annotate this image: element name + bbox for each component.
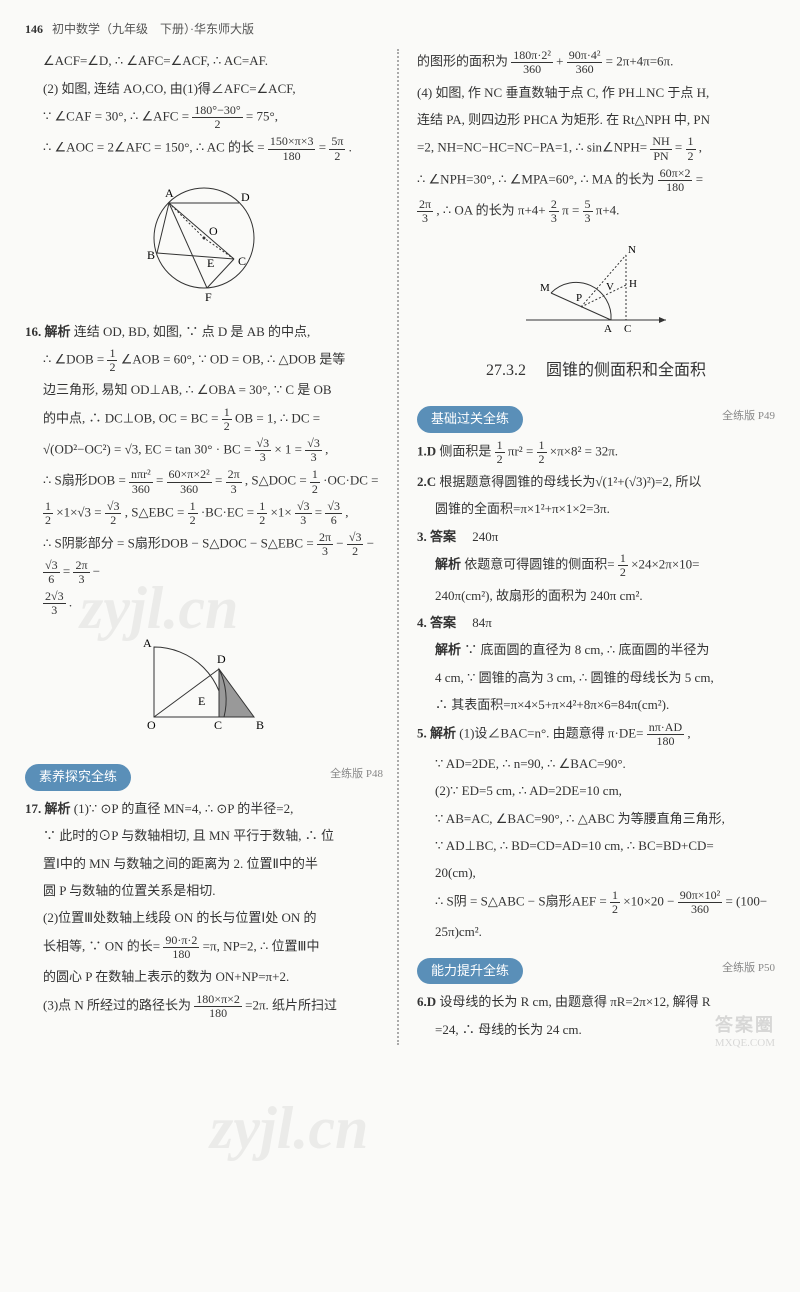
svg-text:A: A xyxy=(604,323,612,335)
problem-2: 2.C 根据题意得圆锥的母线长为√(1²+(√3)²)=2, 所以 xyxy=(417,470,775,493)
text-line: 的图形的面积为 180π·2²360 + 90π·4²360 = 2π+4π=6… xyxy=(417,49,775,76)
text-line: 的圆心 P 在数轴上表示的数为 ON+NP=π+2. xyxy=(25,965,383,988)
section-heading: 27.3.2 圆锥的侧面积和全面积 xyxy=(417,358,775,384)
text-line: 4 cm, ∵ 圆锥的高为 3 cm, ∴ 圆锥的母线长为 5 cm, xyxy=(417,666,775,689)
svg-text:C: C xyxy=(214,718,222,732)
watermark: zyjl.cn xyxy=(210,1080,368,1176)
svg-text:H: H xyxy=(629,278,637,290)
svg-text:B: B xyxy=(147,248,155,262)
svg-text:A: A xyxy=(143,636,152,650)
section-pill: 基础过关全练 xyxy=(417,406,523,433)
page-title: 初中数学（九年级 下册）·华东师大版 xyxy=(52,22,254,36)
svg-text:F: F xyxy=(205,290,212,303)
svg-text:E: E xyxy=(198,694,205,708)
svg-text:N: N xyxy=(628,244,636,256)
text-line: ∴ S扇形DOB = nπr²360 = 60×π×2²360 = 2π3 , … xyxy=(25,468,383,495)
text-line: 2√33 . xyxy=(25,590,383,617)
text-line: 12 ×1×√3 = √32 , S△EBC = 12 ·BC·EC = 12 … xyxy=(25,500,383,527)
analysis-label: 解析 xyxy=(45,324,71,339)
text-line: ∵ AB=AC, ∠BAC=90°, ∴ △ABC 为等腰直角三角形, xyxy=(417,807,775,830)
text-line: ∵ ∠CAF = 30°, ∴ ∠AFC = 180°−30°2 = 75°, xyxy=(25,104,383,131)
svg-text:B: B xyxy=(256,718,264,732)
content-columns: ∠ACF=∠D, ∴ ∠AFC=∠ACF, ∴ AC=AF. (2) 如图, 连… xyxy=(25,49,775,1045)
right-column: 的图形的面积为 180π·2²360 + 90π·4²360 = 2π+4π=6… xyxy=(417,49,775,1045)
text-line: 解析 依题意可得圆锥的侧面积= 12 ×24×2π×10= xyxy=(417,552,775,579)
sector-diagram: A D O E C B xyxy=(25,627,383,744)
text-line: ∠ACF=∠D, ∴ ∠AFC=∠ACF, ∴ AC=AF. xyxy=(25,49,383,72)
svg-text:E: E xyxy=(207,256,214,270)
page-ref: 全练版 P50 xyxy=(722,960,775,978)
text-line: 边三角形, 易知 OD⊥AB, ∴ ∠OBA = 30°, ∵ C 是 OB xyxy=(25,378,383,401)
page-ref: 全练版 P48 xyxy=(330,766,383,784)
svg-text:A: A xyxy=(165,186,174,200)
svg-text:C: C xyxy=(624,323,631,335)
text-line: 2π3 , ∴ OA 的长为 π+4+ 23 π = 53 π+4. xyxy=(417,198,775,225)
svg-text:V: V xyxy=(606,281,614,293)
svg-text:O: O xyxy=(147,718,156,732)
page-header: 146 初中数学（九年级 下册）·华东师大版 xyxy=(25,20,775,39)
text-line: (2) 如图, 连结 AO,CO, 由(1)得∠AFC=∠ACF, xyxy=(25,77,383,100)
semicircle-diagram: M N P H V A C xyxy=(417,235,775,342)
problem-5: 5. 解析 (1)设∠BAC=n°. 由题意得 π·DE= nπ·AD180 , xyxy=(417,721,775,748)
text-line: ∴ ∠NPH=30°, ∴ ∠MPA=60°, ∴ MA 的长为 60π×218… xyxy=(417,167,775,194)
text-line: 的中点, ∴ DC⊥OB, OC = BC = 12 OB = 1, ∴ DC … xyxy=(25,406,383,433)
page-ref: 全练版 P49 xyxy=(722,408,775,426)
text-line: 连结 PA, 则四边形 PHCA 为矩形. 在 Rt△NPH 中, PN xyxy=(417,108,775,131)
text-line: √(OD²−OC²) = √3, EC = tan 30° · BC = √33… xyxy=(25,437,383,464)
text-line: ∵ 此时的⊙P 与数轴相切, 且 MN 平行于数轴, ∴ 位 xyxy=(25,824,383,847)
svg-text:O: O xyxy=(209,224,218,238)
text-line: (3)点 N 所经过的路径长为 180×π×2180 =2π. 纸片所扫过 xyxy=(25,993,383,1020)
left-column: ∠ACF=∠D, ∴ ∠AFC=∠ACF, ∴ AC=AF. (2) 如图, 连… xyxy=(25,49,399,1045)
svg-text:D: D xyxy=(217,652,226,666)
problem-1: 1.D 侧面积是 12 πr² = 12 ×π×8² = 32π. xyxy=(417,439,775,466)
text-line: ∴ ∠DOB = 12 ∠AOB = 60°, ∵ OD = OB, ∴ △DO… xyxy=(25,347,383,374)
problem-17: 17. 解析 (1)∵ ⊙P 的直径 MN=4, ∴ ⊙P 的半径=2, xyxy=(25,797,383,820)
svg-text:P: P xyxy=(576,292,582,304)
text-line: ∴ S阴 = S△ABC − S扇形AEF = 12 ×10×20 − 90π×… xyxy=(417,889,775,916)
text-line: ∴ 其表面积=π×4×5+π×4²+8π×6=84π(cm²). xyxy=(417,693,775,716)
text-line: ∵ AD⊥BC, ∴ BD=CD=AD=10 cm, ∴ BC=BD+CD= xyxy=(417,834,775,857)
circle-diagram-1: A D B C E F O xyxy=(25,173,383,310)
text-line: (4) 如图, 作 NC 垂直数轴于点 C, 作 PH⊥NC 于点 H, xyxy=(417,81,775,104)
problem-4: 4. 答案 84π xyxy=(417,611,775,634)
problem-number: 16. xyxy=(25,324,41,339)
text-line: ∵ AD=2DE, ∴ n=90, ∴ ∠BAC=90°. xyxy=(417,752,775,775)
problem-3: 3. 答案 240π xyxy=(417,525,775,548)
text-line: =2, NH=NC−HC=NC−PA=1, ∴ sin∠NPH= NHPN = … xyxy=(417,135,775,162)
text-line: 置Ⅰ中的 MN 与数轴之间的距离为 2. 位置Ⅱ中的半 xyxy=(25,852,383,875)
section-pill: 能力提升全练 xyxy=(417,958,523,985)
text-line: (2)位置Ⅲ处数轴上线段 ON 的长与位置Ⅰ处 ON 的 xyxy=(25,906,383,929)
text-line: 240π(cm²), 故扇形的面积为 240π cm². xyxy=(417,584,775,607)
problem-6: 6.D 设母线的长为 R cm, 由题意得 πR=2π×12, 解得 R xyxy=(417,990,775,1013)
text-line: 20(cm), xyxy=(417,861,775,884)
text-line: 长相等, ∵ ON 的长= 90·π·2180 =π, NP=2, ∴ 位置Ⅲ中 xyxy=(25,934,383,961)
text-line: 圆锥的全面积=π×1²+π×1×2=3π. xyxy=(417,497,775,520)
svg-text:D: D xyxy=(241,190,250,204)
text-line: 解析 ∵ 底面圆的直径为 8 cm, ∴ 底面圆的半径为 xyxy=(417,638,775,661)
footer-stamp: 答案圈 MXQE.COM xyxy=(715,1015,775,1050)
svg-text:C: C xyxy=(238,254,246,268)
text-line: (2)∵ ED=5 cm, ∴ AD=2DE=10 cm, xyxy=(417,779,775,802)
problem-number: 17. xyxy=(25,801,41,816)
text-line: 25π)cm². xyxy=(417,920,775,943)
section-pill: 素养探究全练 xyxy=(25,764,131,791)
text-line: ∴ ∠AOC = 2∠AFC = 150°, ∴ AC 的长 = 150×π×3… xyxy=(25,135,383,162)
svg-text:M: M xyxy=(540,282,550,294)
analysis-label: 解析 xyxy=(45,801,71,816)
page-number: 146 xyxy=(25,22,43,36)
text-line: ∴ S阴影部分 = S扇形DOB − S△DOC − S△EBC = 2π3 −… xyxy=(25,531,383,586)
problem-16: 16. 解析 连结 OD, BD, 如图, ∵ 点 D 是 AB 的中点, xyxy=(25,320,383,343)
text-line: 圆 P 与数轴的位置关系是相切. xyxy=(25,879,383,902)
